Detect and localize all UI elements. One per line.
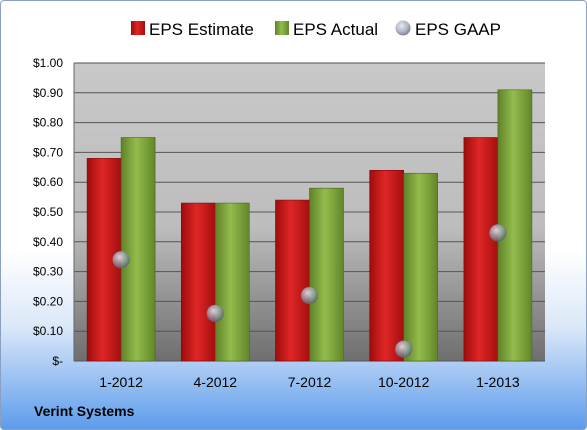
x-tick-label: 10-2012 [378,374,430,390]
legend-swatch-actual [275,21,289,35]
y-tick-label: $0.20 [33,294,63,308]
bar-eps-estimate [463,137,499,362]
bar-eps-estimate [369,169,405,362]
y-tick-label: $1.00 [33,56,63,70]
x-tick-label: 4-2012 [194,374,238,390]
bar-eps-actual [497,89,533,362]
bar-eps-actual [215,202,250,362]
bar-eps-actual [309,187,344,362]
legend-label-estimate: EPS Estimate [149,20,254,39]
x-tick-label: 1-2012 [99,374,143,390]
bar-eps-actual [403,172,439,362]
y-axis-ticks: $- $0.10 $0.20 $0.30 $0.40 $0.50 $0.60 $0.70 $0.… [33,56,63,368]
bar-eps-estimate [181,202,216,362]
point-eps-gaap [489,224,507,242]
y-tick-label: $- [52,354,63,368]
point-eps-gaap [394,340,413,358]
y-tick-label: $0.70 [33,145,63,159]
legend-label-gaap: EPS GAAP [415,20,501,39]
x-axis-ticks: 1-2012 4-2012 7-2012 10-2012 1-2013 [99,374,520,390]
y-tick-label: $0.90 [33,86,63,100]
bar-eps-actual [120,137,156,362]
legend-label-actual: EPS Actual [293,20,378,39]
y-tick-label: $0.40 [33,235,63,249]
legend-swatch-gaap [395,20,411,36]
gaap-points [112,224,507,358]
point-eps-gaap [206,304,225,323]
legend: EPS Estimate EPS Actual EPS GAAP [131,20,501,39]
y-tick-label: $0.60 [33,175,63,189]
y-tick-label: $0.50 [33,205,63,219]
point-eps-gaap [300,286,319,305]
x-tick-label: 1-2013 [476,374,520,390]
x-tick-label: 7-2012 [288,374,332,390]
y-tick-label: $0.30 [33,265,63,279]
point-eps-gaap [112,250,130,269]
company-name: Verint Systems [34,403,135,419]
y-tick-label: $0.80 [33,116,63,130]
bar-eps-estimate [275,199,310,362]
y-tick-label: $0.10 [33,324,63,338]
legend-swatch-estimate [131,21,145,35]
